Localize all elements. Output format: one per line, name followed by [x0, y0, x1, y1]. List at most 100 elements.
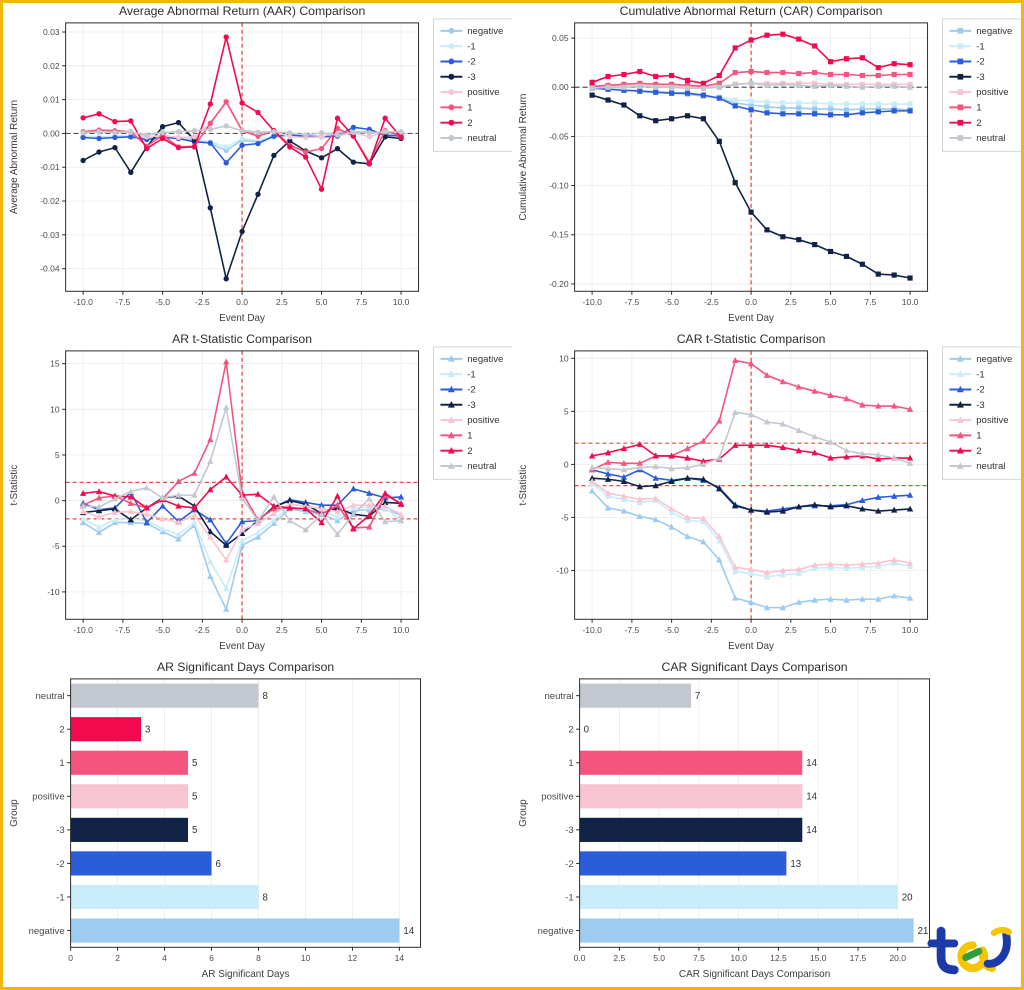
bar-value-label: 14: [806, 792, 817, 803]
y-tick-label: -3: [56, 825, 64, 836]
bar-value-label: 3: [145, 725, 150, 736]
x-axis-label: CAR Significant Days Comparison: [679, 969, 830, 980]
x-tick-label: 5.0: [316, 625, 328, 635]
legend-label: positive: [976, 87, 1008, 98]
x-tick-label: 5.0: [316, 297, 328, 307]
bar-1: [70, 750, 189, 775]
y-tick-label: 0: [55, 496, 60, 506]
series-positive: [588, 478, 914, 576]
y-tick-label: -0.02: [40, 196, 60, 206]
legend-label: -3: [467, 400, 475, 411]
bar-value-label: 7: [695, 691, 700, 702]
chart-title: CAR Significant Days Comparison: [662, 660, 848, 674]
x-tick-label: -10.0: [582, 625, 602, 635]
car-t-chart: -10.0 -7.5 -5.0 -2.5 0.0 2.5 5.0 7.5 10.0 10 5 0 -5 -…: [518, 332, 1021, 652]
y-tick-label: neutral: [35, 691, 64, 702]
x-tick-label: 10.0: [902, 297, 919, 307]
x-tick-label: 2: [115, 953, 120, 963]
x-tick-label: -7.5: [625, 297, 640, 307]
bar-neutral: [579, 683, 691, 708]
ar-t-chart: -10.0 -7.5 -5.0 -2.5 0.0 2.5 5.0 7.5 10.0 15 10 5 0 -…: [9, 332, 512, 652]
legend-label: -1: [467, 41, 475, 52]
x-tick-label: -7.5: [116, 297, 131, 307]
x-tick-label: -2.5: [704, 297, 719, 307]
y-tick-label: -3: [565, 825, 573, 836]
bar-value-label: 5: [192, 758, 197, 769]
y-tick-label: 0.05: [552, 33, 569, 43]
x-tick-label: 0: [68, 953, 73, 963]
y-tick-label: 0.02: [43, 61, 60, 71]
x-tick-label: 7.5: [864, 297, 876, 307]
chart-cell-aar: -10.0 -7.5 -5.0 -2.5 0.0 2.5 5.0 7.5 10.0 0.03 0.0…: [3, 3, 512, 331]
y-axis-label: Group: [518, 799, 529, 827]
y-tick-label: -1: [56, 892, 64, 903]
y-tick-label: -2: [565, 859, 573, 870]
x-tick-label: 7.5: [355, 297, 367, 307]
y-tick-label: -0.01: [40, 162, 60, 172]
legend-label: 2: [976, 118, 981, 129]
y-tick-label: 0.03: [43, 27, 60, 37]
legend-label: positive: [467, 87, 499, 98]
legend-label: -1: [467, 369, 475, 380]
legend-label: -3: [467, 72, 475, 83]
legend-label: neutral: [976, 133, 1005, 144]
chart-cell-car-t: -10.0 -7.5 -5.0 -2.5 0.0 2.5 5.0 7.5 10.0 10 5 0 -5 -…: [512, 331, 1021, 659]
x-tick-label: 2.5: [613, 953, 625, 963]
legend-label: neutral: [467, 461, 496, 472]
chart-title: Average Abnormal Return (AAR) Comparison: [119, 4, 365, 18]
bar-value-label: 21: [918, 926, 929, 937]
legend-label: 1: [467, 431, 472, 442]
y-tick-label: -1: [565, 892, 573, 903]
y-tick-label: 0: [564, 459, 569, 469]
legend-label: 2: [467, 446, 472, 457]
y-tick-label: 15: [50, 359, 60, 369]
legend-label: -2: [467, 57, 475, 68]
x-tick-label: 2.5: [785, 297, 797, 307]
y-axis-label: Group: [9, 799, 20, 827]
x-tick-label: 5.0: [825, 625, 837, 635]
x-tick-label: 2.5: [276, 625, 288, 635]
x-tick-label: 7.5: [355, 625, 367, 635]
charts-grid: -10.0 -7.5 -5.0 -2.5 0.0 2.5 5.0 7.5 10.0 0.03 0.0…: [3, 3, 1021, 987]
x-axis-label: Event Day: [219, 641, 265, 652]
series-neutral: [589, 80, 913, 91]
legend-label: -1: [976, 369, 984, 380]
ar-days-chart: 8 neutral 3 2 5 1 5 positive 5 -3 6 -2 8 -1 14 negative…: [9, 660, 422, 980]
x-tick-label: 5.0: [653, 953, 665, 963]
car-chart: -10.0 -7.5 -5.0 -2.5 0.0 2.5 5.0 7.5 10.0 0.05 0.0…: [518, 4, 1021, 324]
bar-value-label: 14: [403, 926, 414, 937]
x-tick-label: 10.0: [902, 625, 919, 635]
legend-label: 1: [976, 431, 981, 442]
y-tick-label: 2: [59, 725, 64, 736]
x-tick-label: -7.5: [116, 625, 131, 635]
y-tick-label: 1: [568, 758, 573, 769]
bar-negative: [579, 918, 914, 943]
legend-box: [942, 346, 1021, 480]
chart-title: Cumulative Abnormal Return (CAR) Compari…: [620, 4, 883, 18]
x-axis-label: AR Significant Days: [202, 969, 290, 980]
series-2: [588, 440, 914, 464]
x-tick-label: 0.0: [236, 625, 248, 635]
bar--2: [70, 851, 212, 876]
x-tick-label: -5.0: [664, 625, 679, 635]
series-neutral: [80, 123, 404, 138]
x-tick-label: 15.0: [810, 953, 827, 963]
chart-title: AR t-Statistic Comparison: [172, 332, 312, 346]
x-tick-label: -10.0: [73, 625, 93, 635]
y-tick-label: negative: [29, 926, 65, 937]
bar-value-label: 6: [215, 859, 220, 870]
y-tick-label: -0.20: [549, 279, 569, 289]
y-tick-label: -0.10: [549, 181, 569, 191]
series-negative: [588, 487, 914, 611]
series-neutral: [79, 404, 405, 538]
y-tick-label: 0.01: [43, 95, 60, 105]
y-tick-label: 10: [50, 404, 60, 414]
x-tick-label: 12.5: [770, 953, 787, 963]
legend-label: -3: [976, 72, 984, 83]
car-days-chart: 7 neutral 02 14 1 14 positive 14 -3 13 -2 20 -1 21 neg…: [518, 660, 931, 980]
legend: negative -1 -2 -3 positive 1 2 neutral: [942, 18, 1021, 152]
legend-label: 2: [976, 446, 981, 457]
x-tick-label: 6: [209, 953, 214, 963]
legend-label: -3: [976, 400, 984, 411]
